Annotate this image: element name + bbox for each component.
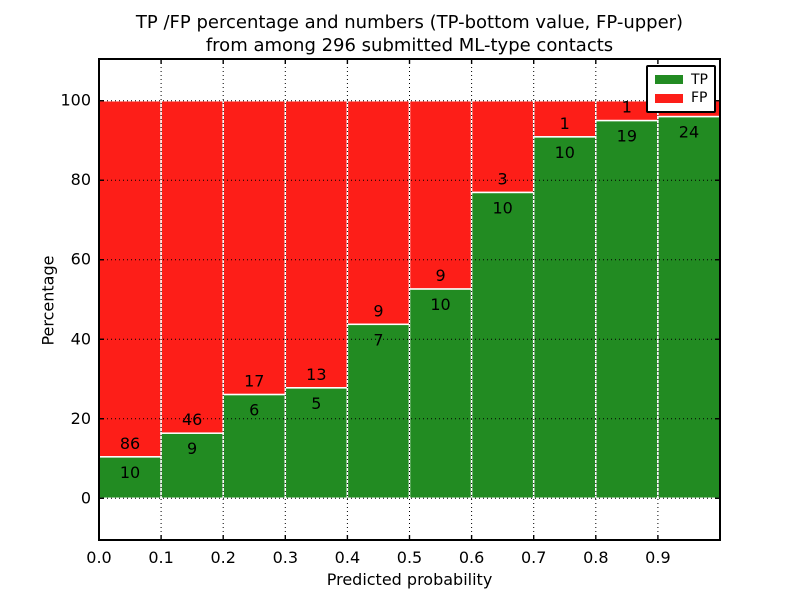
chart-title-line1: TP /FP percentage and numbers (TP-bottom… — [135, 12, 684, 33]
tp-count-label: 24 — [679, 123, 699, 142]
bar-segment-fp — [284, 99, 349, 389]
bar-segment-tp — [408, 288, 473, 500]
x-tick-label: 0.4 — [335, 548, 360, 567]
bar-segment-tp — [595, 119, 659, 500]
fp-count-label: 9 — [373, 301, 383, 320]
fp-count-label: 17 — [244, 372, 264, 391]
tp-count-label: 7 — [373, 330, 383, 349]
y-tick-label: 20 — [71, 409, 91, 428]
bar-segment-tp — [98, 456, 162, 500]
fp-count-label: 13 — [306, 365, 326, 384]
bar-segment-tp — [532, 136, 597, 500]
tp-count-label: 10 — [430, 295, 450, 314]
tp-count-label: 10 — [120, 463, 140, 482]
y-tick-label: 40 — [71, 329, 91, 348]
x-tick-label: 0.1 — [148, 548, 173, 567]
x-tick-label: 0.9 — [645, 548, 670, 567]
plot-border — [98, 58, 721, 541]
chart-title-line2: from among 296 submitted ML-type contact… — [205, 35, 614, 56]
fp-count-label: 9 — [435, 266, 445, 285]
tp-count-label: 6 — [249, 401, 259, 420]
bar-segment-fp — [160, 99, 224, 434]
fp-count-label: 1 — [560, 114, 570, 133]
y-tick-label: 60 — [71, 250, 91, 269]
bar-segment-tp — [346, 323, 411, 500]
bar-segment-fp — [222, 99, 287, 396]
tp-count-label: 10 — [492, 198, 512, 217]
legend-item-fp: FP — [648, 90, 714, 106]
chart-title: TP /FP percentage and numbers (TP-bottom… — [99, 11, 720, 57]
tp-count-label: 19 — [617, 127, 637, 146]
tp-color-swatch — [655, 75, 683, 85]
y-tick-label: 0 — [81, 488, 91, 507]
x-tick-label: 0.8 — [583, 548, 608, 567]
x-tick-label: 0.7 — [521, 548, 546, 567]
y-axis-label: Percentage — [38, 255, 58, 346]
bar-segment-tp — [470, 191, 535, 500]
x-tick-label: 0.2 — [210, 548, 235, 567]
fp-count-label: 1 — [622, 98, 632, 117]
bar-segment-tp — [222, 393, 287, 500]
tp-count-label: 5 — [311, 394, 321, 413]
x-tick-label: 0.0 — [86, 548, 111, 567]
x-tick-label: 0.5 — [397, 548, 422, 567]
bar-segment-fp — [346, 99, 411, 326]
x-tick-label: 0.6 — [459, 548, 484, 567]
legend-label-fp: FP — [691, 90, 708, 107]
fp-count-label: 86 — [120, 434, 140, 453]
fp-count-label: 46 — [182, 410, 202, 429]
bar-segment-fp — [408, 99, 473, 290]
x-axis-label: Predicted probability — [326, 570, 493, 589]
legend-label-tp: TP — [691, 71, 708, 88]
y-tick-label: 80 — [71, 170, 91, 189]
x-tick-label: 0.3 — [273, 548, 298, 567]
bar-segment-tp — [657, 115, 721, 500]
fp-count-label: 3 — [498, 169, 508, 188]
bar-segment-fp — [98, 99, 162, 458]
legend: TP FP — [646, 65, 716, 113]
tp-count-label: 10 — [555, 143, 575, 162]
tp-count-label: 9 — [187, 439, 197, 458]
legend-item-tp: TP — [648, 72, 714, 88]
y-tick-label: 100 — [60, 91, 91, 110]
fp-color-swatch — [655, 93, 683, 103]
